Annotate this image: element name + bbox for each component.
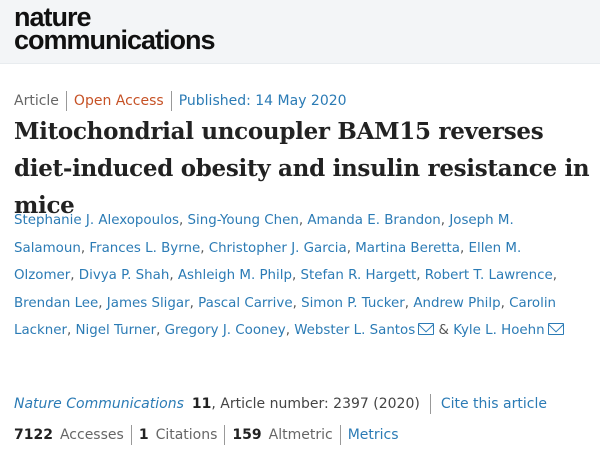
- author-link[interactable]: Frances L. Byrne: [89, 240, 201, 256]
- article-meta: Article Open Access Published: 14 May 20…: [14, 91, 347, 111]
- accesses-label: Accesses: [59, 427, 124, 443]
- divider: [170, 91, 172, 111]
- divider: [339, 425, 341, 445]
- citations-count: 1: [138, 427, 149, 443]
- author-link[interactable]: Ellen M. Olzomer: [14, 240, 522, 284]
- author-link[interactable]: Amanda E. Brandon: [307, 213, 441, 228]
- altmetric-count: 159: [232, 427, 262, 443]
- email-icon[interactable]: [547, 323, 564, 336]
- divider: [130, 425, 132, 445]
- author-link[interactable]: Ashleigh M. Philp: [177, 268, 292, 284]
- author-link[interactable]: Sing-Young Chen: [187, 213, 299, 228]
- author-link[interactable]: Webster L. Santos: [294, 323, 416, 339]
- published-date: Published: 14 May 2020: [178, 93, 347, 109]
- citation-line: Nature Communications 11 , Article numbe…: [14, 394, 547, 414]
- open-access-label: Open Access: [73, 93, 164, 109]
- author-link[interactable]: Andrew Philp: [413, 295, 501, 311]
- author-link[interactable]: Robert T. Lawrence: [424, 268, 553, 284]
- author-link[interactable]: Brendan Lee: [14, 295, 99, 311]
- author-link[interactable]: Nigel Turner: [75, 323, 157, 339]
- article-number: , Article number: 2397 (2020): [211, 396, 420, 412]
- divider: [224, 425, 226, 445]
- logo-line1: nature: [14, 2, 92, 32]
- author-link[interactable]: Carolin Lackner: [14, 295, 557, 339]
- article-type: Article: [14, 93, 59, 109]
- divider: [429, 394, 431, 414]
- author-link[interactable]: Divya P. Shah: [78, 268, 170, 284]
- author-list: Stephanie J. Alexopoulos, Sing-Young Che…: [14, 207, 586, 345]
- article-title: Mitochondrial uncoupler BAM15 reverses d…: [14, 118, 590, 219]
- author-link[interactable]: Pascal Carrive: [198, 295, 293, 311]
- author-link[interactable]: Kyle L. Hoehn: [453, 323, 545, 339]
- accesses-count: 7122: [14, 427, 53, 443]
- author-link[interactable]: Gregory J. Cooney: [164, 323, 286, 339]
- journal-link[interactable]: Nature Communications: [14, 396, 184, 412]
- altmetric-label: Altmetric: [268, 427, 333, 443]
- author-link[interactable]: Joseph M. Salamoun: [14, 213, 514, 256]
- author-link[interactable]: Martina Beretta: [355, 240, 461, 256]
- author-link[interactable]: Simon P. Tucker: [301, 295, 405, 311]
- journal-logo[interactable]: nature communications: [14, 2, 600, 55]
- article-stats: 7122 Accesses 1 Citations 159 Altmetric …: [14, 425, 399, 445]
- author-link[interactable]: Stefan R. Hargett: [300, 268, 417, 284]
- journal-masthead: nature communications: [0, 0, 600, 64]
- divider: [65, 91, 67, 111]
- cite-this-article-link[interactable]: Cite this article: [440, 396, 547, 412]
- metrics-link[interactable]: Metrics: [347, 427, 399, 443]
- author-link[interactable]: James Sligar: [106, 295, 190, 311]
- email-icon[interactable]: [418, 323, 435, 336]
- author-link[interactable]: Christopher J. Garcia: [208, 240, 347, 256]
- citations-label: Citations: [155, 427, 218, 443]
- author-link[interactable]: Stephanie J. Alexopoulos: [14, 213, 180, 228]
- volume: 11: [191, 396, 212, 412]
- logo-line2: communications: [14, 25, 216, 55]
